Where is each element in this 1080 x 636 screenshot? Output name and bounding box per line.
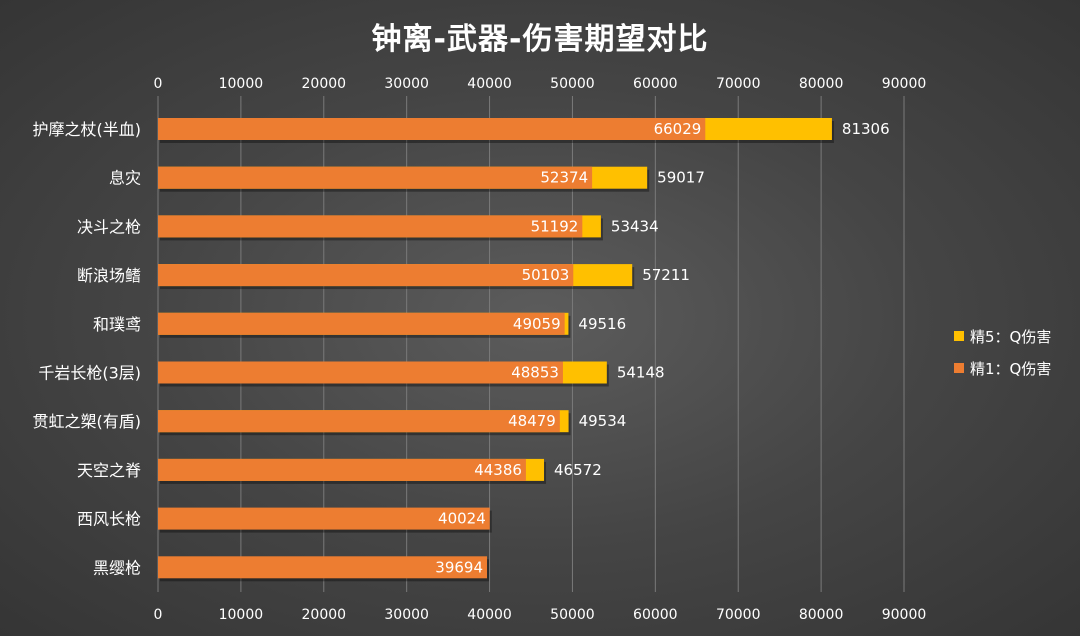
legend-label-p5: 精5：Q伤害 — [970, 327, 1052, 346]
legend-item-p5[interactable]: 精5：Q伤害 — [954, 320, 1051, 352]
data-label-p1: 50103 — [522, 266, 570, 284]
x-tick-label-bottom: 50000 — [550, 607, 595, 623]
x-tick-label-top: 20000 — [302, 76, 347, 92]
x-tick-label-top: 30000 — [384, 76, 429, 92]
data-label-p5: 49516 — [578, 315, 626, 333]
category-label: 决斗之枪 — [77, 217, 141, 236]
bar-p1 — [158, 118, 706, 140]
data-label-p5: 54148 — [617, 364, 665, 382]
category-label: 和璞鸢 — [93, 315, 141, 334]
data-label-p1: 51192 — [531, 217, 579, 235]
data-label-p5: 59017 — [657, 169, 705, 187]
category-label: 护摩之杖(半血) — [33, 120, 142, 139]
x-tick-label-bottom: 70000 — [716, 607, 761, 623]
legend: 精5：Q伤害 精1：Q伤害 — [954, 320, 1051, 384]
data-label-p5: 46572 — [554, 461, 602, 479]
bar-p1 — [158, 166, 593, 189]
chart-title: 钟离-武器-伤害期望对比 — [371, 22, 709, 57]
data-label-p5: 53434 — [611, 217, 659, 235]
x-tick-label-top: 80000 — [799, 76, 844, 92]
x-tick-label-top: 10000 — [219, 76, 264, 92]
x-tick-label-bottom: 0 — [154, 607, 163, 623]
x-tick-label-top: 40000 — [467, 76, 512, 92]
bar-p1 — [158, 312, 565, 335]
x-tick-label-top: 50000 — [550, 76, 595, 92]
data-label-p1: 39694 — [435, 558, 483, 576]
labels: 0 0 10000 10000 20000 20000 30000 30000 40000 400… — [33, 76, 927, 623]
x-tick-label-bottom: 80000 — [799, 607, 844, 623]
bar-p1 — [158, 361, 563, 384]
bars — [158, 118, 834, 582]
x-tick-label-top: 60000 — [633, 76, 678, 92]
data-label-p1: 66029 — [654, 120, 702, 138]
data-label-p1: 40024 — [438, 510, 486, 528]
legend-swatch-p5 — [954, 331, 964, 341]
data-label-p1: 52374 — [540, 169, 588, 187]
x-tick-label-top: 70000 — [716, 76, 761, 92]
data-label-p1: 48853 — [511, 364, 559, 382]
bar-p1 — [158, 556, 488, 579]
category-label: 息灾 — [109, 169, 141, 188]
data-label-p5: 49534 — [579, 412, 627, 430]
category-label: 西风长枪 — [77, 510, 141, 529]
x-tick-label-bottom: 10000 — [219, 607, 264, 623]
x-tick-label-top: 90000 — [882, 76, 927, 92]
category-label: 黑缨枪 — [93, 558, 141, 577]
data-label-p1: 48479 — [508, 412, 556, 430]
x-tick-label-bottom: 40000 — [467, 607, 512, 623]
x-tick-label-bottom: 60000 — [633, 607, 678, 623]
x-tick-label-bottom: 30000 — [384, 607, 429, 623]
bar-p1 — [158, 458, 526, 481]
data-label-p5: 81306 — [842, 120, 890, 138]
category-label: 贯虹之槊(有盾) — [33, 412, 142, 431]
data-label-p1: 49059 — [513, 315, 561, 333]
x-tick-label-bottom: 20000 — [302, 607, 347, 623]
bar-p1 — [158, 410, 560, 433]
bar-p1 — [158, 215, 583, 238]
x-tick-label-top: 0 — [154, 76, 163, 92]
legend-label-p1: 精1：Q伤害 — [970, 359, 1052, 378]
data-label-p5: 57211 — [642, 266, 690, 284]
category-label: 千岩长枪(3层) — [38, 364, 141, 383]
data-label-p1: 44386 — [474, 461, 522, 479]
legend-swatch-p1 — [954, 363, 964, 373]
bar-p1 — [158, 507, 490, 530]
legend-item-p1[interactable]: 精1：Q伤害 — [954, 352, 1051, 384]
category-label: 天空之脊 — [77, 461, 141, 480]
x-tick-label-bottom: 90000 — [882, 607, 927, 623]
category-label: 断浪场鳍 — [77, 266, 141, 285]
bar-p1 — [158, 264, 574, 287]
